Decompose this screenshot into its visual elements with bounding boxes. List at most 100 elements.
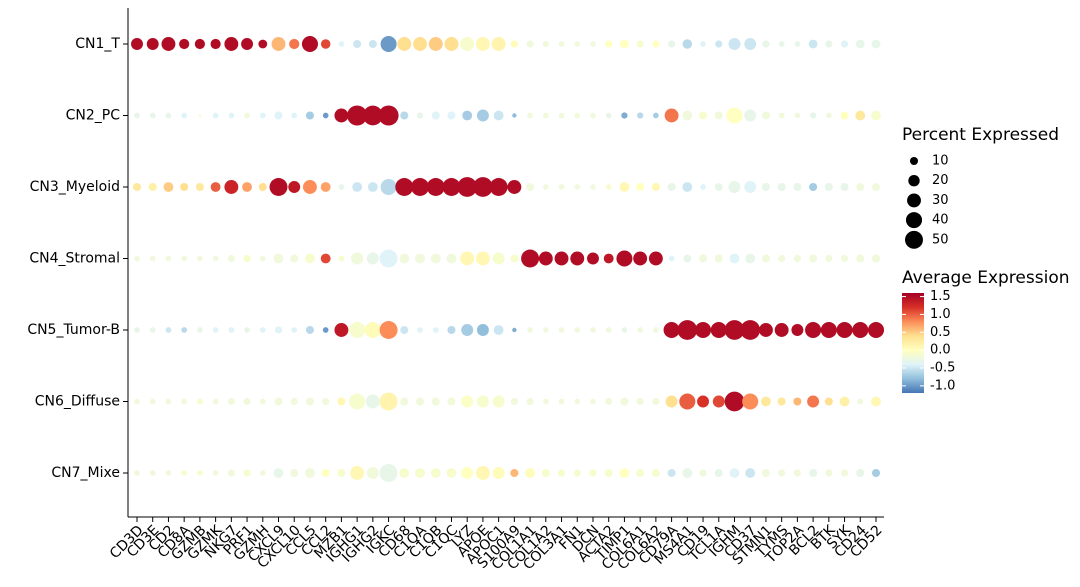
dot (416, 112, 424, 119)
dot (793, 182, 802, 192)
dot (538, 251, 553, 266)
dot (840, 40, 849, 48)
dot (334, 323, 349, 337)
dot (774, 323, 789, 337)
dot (740, 320, 761, 340)
dot (791, 324, 804, 336)
dot (475, 251, 490, 266)
dot (605, 112, 612, 119)
dot (699, 111, 708, 120)
dot (668, 40, 676, 48)
dot (778, 112, 785, 119)
dot (590, 112, 596, 119)
dot (726, 107, 743, 124)
dot (149, 112, 156, 119)
size-legend-label: 50 (932, 232, 949, 247)
dot (165, 112, 172, 119)
colorbar-label: 1.0 (930, 307, 951, 322)
dot (558, 184, 565, 190)
dot (605, 327, 612, 333)
dot (697, 395, 709, 408)
dot (542, 184, 549, 190)
dot (808, 39, 818, 49)
dot (653, 112, 659, 119)
dot (395, 178, 414, 196)
dot (867, 321, 885, 339)
dot (149, 470, 156, 476)
dot (149, 327, 156, 333)
dot (400, 111, 409, 120)
dot (651, 468, 660, 478)
dot (805, 321, 822, 339)
dot (604, 468, 613, 478)
dot (526, 40, 534, 48)
dot (165, 398, 172, 405)
dot (399, 468, 410, 478)
dot (212, 255, 219, 262)
size-legend-dot (909, 156, 919, 166)
dot (181, 327, 188, 333)
dot (825, 112, 832, 119)
dot (590, 184, 596, 190)
dot (273, 253, 284, 264)
dot (840, 469, 849, 477)
dot (134, 470, 140, 476)
size-legend-label: 10 (932, 154, 949, 169)
dot (574, 112, 581, 119)
size-legend-dot (905, 230, 923, 249)
dot (442, 178, 461, 196)
dot (542, 327, 549, 333)
dot (590, 398, 596, 405)
colorbar-label: 1.5 (930, 289, 951, 304)
dot (163, 182, 174, 192)
dot (322, 397, 330, 406)
dot (290, 397, 298, 406)
dot (820, 321, 837, 339)
dot (165, 470, 172, 476)
dot (728, 181, 741, 193)
size-legend-title: Percent Expressed (902, 125, 1059, 145)
dot (855, 39, 865, 49)
dot (664, 108, 679, 123)
dot (197, 470, 203, 476)
dot (714, 111, 723, 120)
dot (526, 397, 534, 406)
dot (493, 325, 504, 335)
dot (619, 182, 630, 192)
dot (227, 469, 235, 477)
dot (744, 38, 757, 50)
dot (558, 398, 565, 405)
dot (337, 397, 346, 406)
dot (146, 38, 159, 50)
dot (212, 470, 219, 476)
dot (165, 327, 172, 333)
dot (259, 112, 266, 119)
dot (794, 41, 801, 47)
dot (274, 397, 283, 406)
dot (637, 112, 644, 119)
y-tick-label: CN2_PC (66, 108, 121, 124)
dot (871, 468, 881, 478)
dot (793, 469, 801, 477)
dot (663, 321, 680, 339)
dot (134, 398, 140, 405)
dot (149, 398, 156, 405)
dot (652, 397, 660, 406)
dot (379, 392, 398, 411)
dot (574, 184, 581, 190)
dot (621, 327, 628, 333)
dot (243, 397, 251, 406)
dot (400, 325, 409, 335)
dot (476, 324, 489, 336)
dot (457, 177, 478, 197)
dot (337, 468, 346, 478)
dot (197, 255, 203, 262)
size-legend-dot (907, 193, 921, 208)
colorbar-label: -0.5 (930, 361, 955, 376)
dot (856, 254, 865, 263)
size-legend-label: 20 (932, 173, 949, 188)
dot (349, 393, 366, 410)
dot (714, 254, 723, 263)
dot (290, 254, 299, 263)
dot (161, 37, 176, 51)
